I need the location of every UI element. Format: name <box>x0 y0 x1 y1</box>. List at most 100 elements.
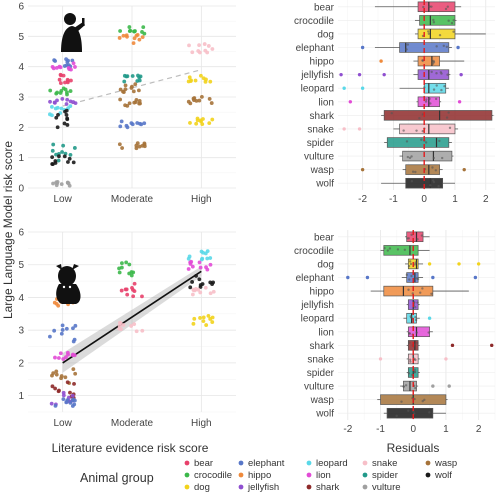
data-point-wasp <box>121 90 126 94</box>
data-point-elephant <box>137 121 142 126</box>
data-point-wolf <box>71 160 76 165</box>
data-point-wasp <box>118 87 123 92</box>
data-point-wolf <box>67 156 72 161</box>
outlier-point <box>450 343 455 348</box>
data-point-wolf <box>208 280 213 285</box>
data-point-elephant <box>70 398 75 403</box>
data-point-wolf <box>188 285 193 290</box>
data-point-vulture <box>59 182 64 187</box>
jitter-point <box>438 33 442 37</box>
jitter-point <box>402 385 405 388</box>
outlier-point <box>457 262 461 266</box>
data-point-lion <box>198 265 203 270</box>
outlier-point <box>357 72 362 77</box>
data-point-crocodile <box>127 262 132 267</box>
data-point-elephant <box>61 397 66 402</box>
data-point-wasp <box>197 98 202 103</box>
jitter-point <box>443 85 446 88</box>
jitter-point <box>416 238 419 241</box>
data-point-crocodile <box>48 88 53 93</box>
box-spider <box>386 137 450 148</box>
outlier-point <box>473 275 478 280</box>
y-tick-label: wasp <box>310 165 335 176</box>
data-point-wasp <box>134 98 139 102</box>
data-point-spider <box>60 150 64 154</box>
jitter-point <box>424 141 428 144</box>
jitter-point <box>411 170 415 173</box>
jitter-point <box>418 116 421 120</box>
y-tick-label: wasp <box>310 395 335 406</box>
data-point-elephant <box>66 58 70 63</box>
outlier-point <box>365 275 370 280</box>
data-point-dog <box>186 79 191 84</box>
y-tick-label: jellyfish <box>300 300 334 311</box>
data-point-leopard <box>208 256 213 260</box>
jitter-point <box>431 166 434 169</box>
trend-line <box>62 270 202 364</box>
legend-swatch-wolf <box>425 472 431 478</box>
data-point-wolf <box>56 112 60 117</box>
y-tick-label: wolf <box>315 179 334 190</box>
data-point-crocodile <box>119 265 124 270</box>
jitter-point <box>408 358 412 361</box>
jitter-point <box>404 384 408 387</box>
data-point-shark <box>53 386 58 391</box>
data-point-wasp <box>134 146 139 151</box>
jitter-point <box>407 409 410 412</box>
box-shark <box>383 110 493 121</box>
data-point-spider <box>50 148 55 153</box>
data-point-wasp <box>207 97 212 101</box>
jitter-point <box>446 5 449 8</box>
jitter-point <box>421 287 424 290</box>
data-point-crocodile <box>142 31 147 36</box>
jitter-point <box>414 386 417 390</box>
data-point-dog <box>201 315 206 320</box>
outlier-point <box>360 45 365 50</box>
box-wasp <box>405 164 440 175</box>
y-tick-label: shark <box>310 111 335 122</box>
jitter-point <box>390 112 393 115</box>
data-point-crocodile <box>63 87 68 92</box>
jitter-point <box>407 288 410 291</box>
data-point-lion <box>71 352 75 357</box>
jitter-point <box>434 97 438 101</box>
data-point-lion <box>71 61 76 66</box>
x-tick-label: 1 <box>452 194 458 205</box>
jitter-point <box>416 341 419 345</box>
data-point-jellyfish <box>65 97 70 102</box>
data-point-elephant <box>119 119 124 124</box>
data-point-crocodile <box>124 260 129 265</box>
jitter-point <box>405 48 408 51</box>
data-point-wolf <box>190 280 195 284</box>
data-point-hippo <box>132 36 137 41</box>
data-point-wasp <box>123 103 127 108</box>
legend-swatch-elephant <box>238 460 244 466</box>
jitter-point <box>440 88 443 92</box>
data-point-dog <box>201 319 206 324</box>
jitter-point <box>432 21 436 24</box>
outlier-point <box>379 59 383 63</box>
box-crocodile <box>383 245 419 256</box>
data-point-dog <box>208 317 213 321</box>
residuals-x-axis-title: Residuals <box>387 441 440 455</box>
box-dog <box>417 28 456 40</box>
data-point-lion <box>61 357 66 361</box>
jitter-point <box>432 180 436 184</box>
y-tick-label: dog <box>317 29 334 40</box>
data-point-wasp <box>59 376 63 381</box>
data-point-lion <box>208 262 213 267</box>
jitter-point <box>452 30 455 33</box>
data-point-dog <box>206 313 211 318</box>
jitter-point <box>447 111 450 114</box>
jitter-point <box>410 274 413 278</box>
jitter-point <box>419 291 422 294</box>
y-tick-label: vulture <box>304 382 334 393</box>
jitter-point <box>413 368 417 372</box>
data-point-leopard <box>47 112 52 117</box>
data-point-wolf <box>194 274 198 278</box>
data-point-wasp <box>50 373 54 378</box>
y-tick-label: 5 <box>18 260 24 271</box>
jitter-point <box>386 249 389 252</box>
data-point-vulture <box>54 183 59 188</box>
data-point-leopard <box>68 104 73 109</box>
